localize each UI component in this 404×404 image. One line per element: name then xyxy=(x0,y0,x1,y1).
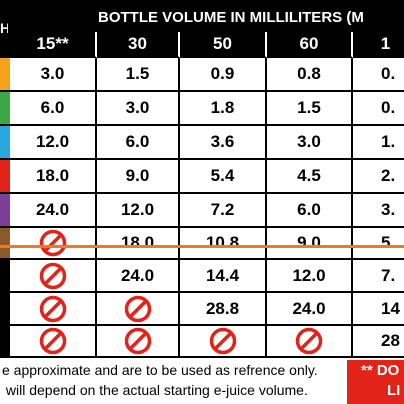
icon-circle xyxy=(39,262,66,289)
notice-text: LI xyxy=(387,382,401,399)
icon-slash xyxy=(128,331,147,351)
table-cell: 12.0 xyxy=(267,260,353,293)
icon-circle xyxy=(209,327,236,355)
icon-circle xyxy=(124,295,151,322)
row-color-tab xyxy=(0,160,10,194)
row-color-tab xyxy=(0,58,10,92)
row-color-tab xyxy=(0,194,10,228)
column-header: 60 xyxy=(267,32,353,58)
row-color-tab xyxy=(0,260,10,293)
footer-text: e approximate and are to be used as refr… xyxy=(2,362,318,378)
table-cell: 24.0 xyxy=(267,293,353,326)
row-color-tab xyxy=(0,293,10,326)
table-cell: 12.0 xyxy=(97,194,180,228)
table-cell: 2. xyxy=(353,160,404,194)
table-cell xyxy=(10,228,97,260)
table-cell: 12.0 xyxy=(10,126,97,160)
table-cell xyxy=(10,260,97,293)
row-color-tab xyxy=(0,92,10,126)
table-cell: 3.0 xyxy=(10,58,97,92)
icon-circle xyxy=(295,327,323,355)
table-cell: 5. xyxy=(353,228,404,260)
notice-text: ** DO xyxy=(361,362,400,379)
table-cell xyxy=(180,326,267,358)
not-allowed-icon xyxy=(39,327,66,355)
table-cell: 6.0 xyxy=(97,126,180,160)
table-cell: 1. xyxy=(353,126,404,160)
table-cell: 3.6 xyxy=(180,126,267,160)
table-cell: 24.0 xyxy=(10,194,97,228)
table-cell: 5.4 xyxy=(180,160,267,194)
row-color-tab xyxy=(0,126,10,160)
column-header: 30 xyxy=(97,32,180,58)
table-cell: 1.5 xyxy=(97,58,180,92)
icon-slash xyxy=(213,331,232,351)
not-allowed-icon xyxy=(124,327,151,355)
icon-slash xyxy=(43,299,62,318)
table-cell: 10.8 xyxy=(180,228,267,260)
table-cell: 0.8 xyxy=(267,58,353,92)
table-cell: 9.0 xyxy=(97,160,180,194)
header-left: H xyxy=(0,0,10,58)
table-cell xyxy=(10,326,97,358)
table-cell: 24.0 xyxy=(97,260,180,293)
not-allowed-icon xyxy=(39,229,66,257)
table-cell: 0. xyxy=(353,92,404,126)
header-title: BOTTLE VOLUME IN MILLILITERS (M xyxy=(10,0,404,32)
table-cell: 4.5 xyxy=(267,160,353,194)
not-allowed-icon xyxy=(39,295,66,322)
row-color-tab xyxy=(0,228,10,260)
table-cell: 1.5 xyxy=(267,92,353,126)
icon-slash xyxy=(43,233,62,253)
table-cell xyxy=(10,293,97,326)
table-cell: 1.8 xyxy=(180,92,267,126)
not-allowed-icon xyxy=(295,327,323,355)
table-cell: 6.0 xyxy=(10,92,97,126)
notice-box: ** DO LI xyxy=(347,360,404,404)
not-allowed-icon xyxy=(209,327,236,355)
table-cell: 7.2 xyxy=(180,194,267,228)
column-header: 15** xyxy=(10,32,97,58)
icon-circle xyxy=(124,327,151,355)
not-allowed-icon xyxy=(124,295,151,322)
not-allowed-icon xyxy=(39,262,66,289)
icon-slash xyxy=(43,266,62,285)
icon-slash xyxy=(43,331,62,351)
table-cell: 3. xyxy=(353,194,404,228)
icon-circle xyxy=(39,327,66,355)
divider-line xyxy=(0,245,404,248)
icon-slash xyxy=(128,299,147,318)
icon-slash xyxy=(299,331,319,351)
table-cell: 6.0 xyxy=(267,194,353,228)
table-cell: 0.9 xyxy=(180,58,267,92)
column-header: 50 xyxy=(180,32,267,58)
table-cell: 0. xyxy=(353,58,404,92)
icon-circle xyxy=(39,295,66,322)
table-cell xyxy=(267,326,353,358)
table-cell: 9.0 xyxy=(267,228,353,260)
table-cell: 28 xyxy=(353,326,404,358)
table-cell: 28.8 xyxy=(180,293,267,326)
table-cell: 7. xyxy=(353,260,404,293)
table-cell xyxy=(97,293,180,326)
column-header: 1 xyxy=(353,32,404,58)
table-cell: 18.0 xyxy=(97,228,180,260)
table-cell xyxy=(97,326,180,358)
table-cell: 14.4 xyxy=(180,260,267,293)
icon-circle xyxy=(39,229,66,257)
row-color-tab xyxy=(0,326,10,358)
table-cell: 18.0 xyxy=(10,160,97,194)
table-cell: 3.0 xyxy=(97,92,180,126)
table-cell: 14 xyxy=(353,293,404,326)
table-cell: 3.0 xyxy=(267,126,353,160)
footer-text: will depend on the actual starting e-jui… xyxy=(2,382,308,398)
